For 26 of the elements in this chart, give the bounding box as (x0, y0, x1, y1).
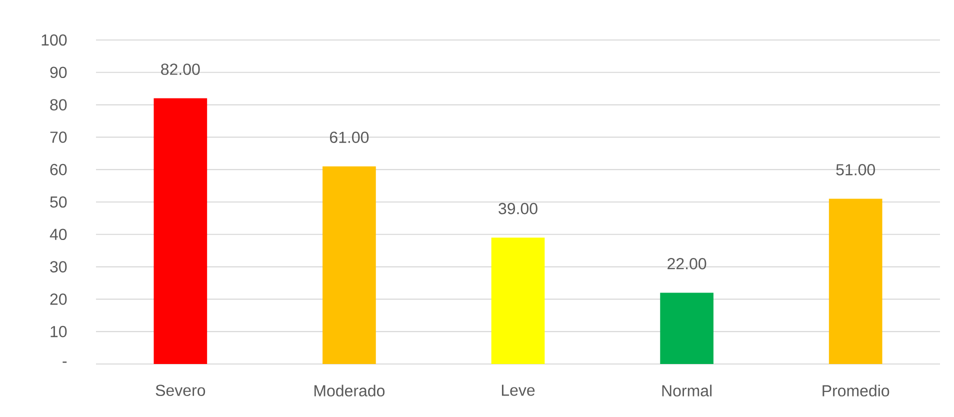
y-tick-label: 60 (50, 164, 67, 176)
y-tick-label: 90 (50, 66, 67, 78)
data-label: 22.00 (668, 258, 706, 270)
y-tick-label: 30 (50, 261, 67, 272)
data-label: 51.00 (836, 164, 875, 176)
bar (828, 198, 882, 364)
bar (491, 238, 545, 364)
x-tick-label: Severo (156, 384, 206, 396)
bar (154, 98, 208, 364)
data-label: 39.00 (498, 202, 538, 214)
y-tick-label: 10 (50, 326, 67, 338)
y-tick-label: 40 (50, 228, 67, 240)
y-tick-label: 70 (50, 132, 67, 143)
y-tick-label: - (62, 362, 67, 363)
x-tick-label: Promedio (822, 384, 890, 396)
y-tick-label: 20 (50, 294, 67, 305)
y-tick-label: 50 (50, 196, 67, 208)
bar (322, 166, 376, 364)
x-tick-label: Moderado (314, 384, 385, 396)
data-label: 82.00 (161, 64, 200, 75)
data-label: 61.00 (330, 132, 369, 143)
x-tick-label: Normal (662, 384, 712, 396)
y-tick-label: 80 (50, 99, 67, 110)
y-tick-label: 100 (42, 34, 67, 46)
bar (660, 292, 714, 364)
x-tick-label: Leve (502, 384, 535, 396)
